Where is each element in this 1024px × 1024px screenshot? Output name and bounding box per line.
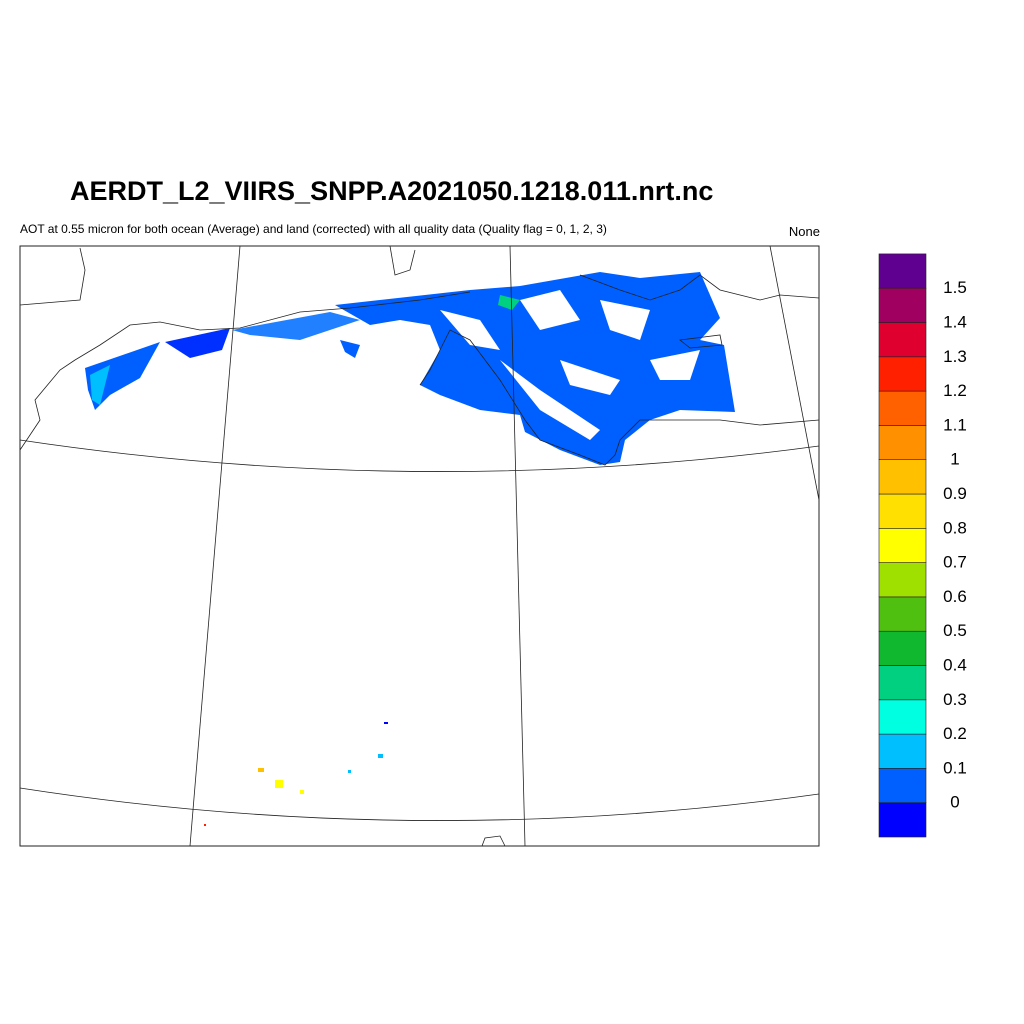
- title: AERDT_L2_VIIRS_SNPP.A2021050.1218.011.nr…: [70, 176, 713, 206]
- colorbar-box: [878, 287, 927, 323]
- colorbar-label: 1.5: [943, 278, 967, 297]
- colorbar-box: [878, 459, 927, 495]
- colorbar-label: 0.1: [943, 758, 967, 777]
- colorbar-label: 0.7: [943, 553, 967, 572]
- colorbar-box: [878, 322, 927, 358]
- colorbar-label: 1.4: [943, 313, 967, 332]
- colorbar-box: [878, 596, 927, 632]
- subtitle: AOT at 0.55 micron for both ocean (Avera…: [20, 222, 607, 236]
- colorbar-box: [878, 699, 927, 735]
- colorbar-label: 0: [950, 793, 959, 812]
- colorbar-label: 1.3: [943, 347, 967, 366]
- colorbar-box: [878, 733, 927, 769]
- colorbar-box: [878, 562, 927, 598]
- colorbar-label: 0.9: [943, 484, 967, 503]
- colorbar-label: 0.6: [943, 587, 967, 606]
- colorbar-label: 1.1: [943, 415, 967, 434]
- colorbar-box: [878, 493, 927, 529]
- colorbar-label: 1: [950, 450, 959, 469]
- colorbar-box: [878, 425, 927, 460]
- graticule: [19, 245, 820, 847]
- colorbar-box: [878, 253, 927, 289]
- colorbar-box: [878, 527, 927, 563]
- map: [19, 245, 820, 847]
- cloud-gaps: [440, 290, 700, 440]
- aot-patch: [498, 295, 520, 310]
- colorbar-box: [878, 356, 927, 392]
- colorbar-box: [878, 390, 927, 426]
- colorbar-box: [878, 802, 927, 838]
- colorbar-label: 0.8: [943, 518, 967, 537]
- coastlines: [19, 245, 820, 847]
- aot-patch: [90, 365, 110, 405]
- colorbar-label: 1.2: [943, 381, 967, 400]
- units: None: [789, 224, 820, 239]
- colorbar-label: 0.3: [943, 690, 967, 709]
- colorbar: 0 0.1 0.2 0.3 0.4 0.5 0.6 0.7 0.8 0.9 1 1.1 1.2 1.3 1.…: [878, 253, 967, 838]
- aot-specks: [204, 722, 388, 826]
- colorbar-box: [878, 768, 927, 804]
- colorbar-box: [878, 630, 927, 666]
- colorbar-label: 0.4: [943, 656, 967, 675]
- colorbar-label: 0.5: [943, 621, 967, 640]
- colorbar-box: [878, 665, 927, 701]
- colorbar-label: 0.2: [943, 724, 967, 743]
